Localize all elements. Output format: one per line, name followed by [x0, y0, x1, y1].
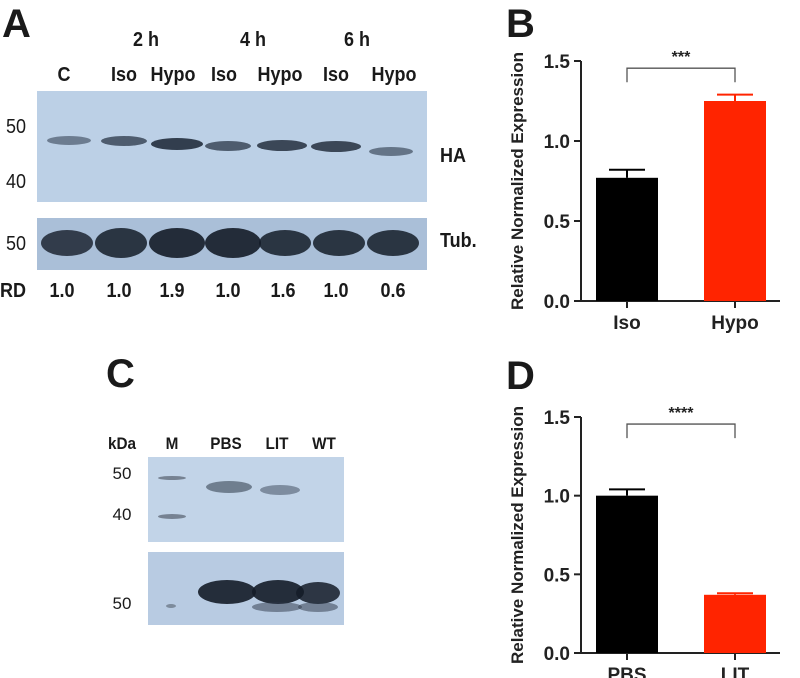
- lane-label-lit: LIT: [265, 434, 289, 453]
- rd-value-5: 1.6: [270, 280, 296, 302]
- y-axis-label: Relative Normalized Expression: [508, 406, 527, 664]
- lane-label-hypo-2h: Hypo: [150, 64, 196, 86]
- c-tub-band-wt: [296, 582, 340, 604]
- ha-band-iso-2h: [101, 136, 147, 146]
- y-axis-label: Relative Normalized Expression: [508, 52, 527, 310]
- x-tick-label: Iso: [613, 313, 640, 334]
- c-marker-40-top: 40: [112, 505, 132, 524]
- c-band-lit: [260, 485, 300, 495]
- bar-lit: [704, 594, 766, 653]
- y-tick-label: 1.0: [544, 132, 570, 153]
- c-bottom-blot: [148, 552, 344, 625]
- time-label-2h: 2 h: [132, 29, 160, 51]
- ha-label: HA: [440, 145, 467, 167]
- rd-value-6: 1.0: [323, 280, 349, 302]
- lane-label-m: M: [165, 434, 179, 453]
- y-tick-label: 1.0: [544, 487, 570, 508]
- ha-band-hypo-4h: [257, 140, 307, 151]
- c-ladder-band-50: [158, 476, 186, 480]
- y-tick-label: 0.0: [544, 644, 570, 665]
- rd-value-7: 0.6: [380, 280, 406, 302]
- c-marker-50-top: 50: [112, 464, 132, 483]
- x-tick-label: PBS: [607, 665, 646, 678]
- marker-50-top: 50: [6, 116, 27, 138]
- y-tick-label: 0.0: [544, 292, 570, 313]
- tub-band-6: [313, 230, 365, 256]
- c-tub-band-pbs: [198, 580, 256, 604]
- rd-value-1: 1.0: [49, 280, 75, 302]
- y-tick-label: 1.5: [544, 52, 571, 73]
- bar-iso: [596, 177, 658, 301]
- significance-bracket: [626, 67, 736, 83]
- lane-label-c: C: [57, 64, 71, 86]
- kda-label: kDa: [107, 434, 137, 453]
- lane-label-iso-6h: Iso: [322, 64, 350, 86]
- x-tick-label: Hypo: [711, 313, 759, 334]
- panel-b-letter: B: [506, 2, 535, 46]
- tub-band-3: [149, 228, 205, 258]
- rd-value-3: 1.9: [159, 280, 185, 302]
- c-tub-lower-band-lit: [252, 602, 302, 612]
- tub-band-1: [41, 230, 93, 256]
- marker-40-top: 40: [6, 171, 27, 193]
- lane-label-pbs: PBS: [210, 434, 242, 453]
- tub-band-2: [95, 228, 147, 258]
- c-top-blot: [148, 457, 344, 542]
- lane-label-wt: WT: [312, 434, 336, 453]
- tub-band-7: [367, 230, 419, 256]
- ha-band-c: [47, 136, 91, 145]
- y-tick-label: 0.5: [544, 565, 571, 586]
- y-tick-label: 0.5: [544, 212, 571, 233]
- panel-d-letter: D: [506, 354, 535, 398]
- ha-blot: [37, 91, 427, 202]
- tubulin-blot: [37, 218, 427, 270]
- c-tub-band-lit: [252, 580, 304, 604]
- panel-c-letter: C: [106, 352, 135, 396]
- c-ladder-band-bottom: [166, 604, 176, 608]
- significance-stars: ***: [672, 49, 691, 66]
- rd-value-4: 1.0: [215, 280, 241, 302]
- bar-hypo: [704, 101, 766, 301]
- time-label-4h: 4 h: [239, 29, 267, 51]
- rd-value-2: 1.0: [106, 280, 132, 302]
- panel-a-letter: A: [2, 2, 31, 46]
- ha-band-iso-6h: [311, 141, 361, 152]
- c-tub-lower-band-wt: [298, 602, 338, 612]
- tub-band-4: [205, 228, 261, 258]
- marker-50-bottom: 50: [6, 233, 27, 255]
- lane-label-hypo-6h: Hypo: [371, 64, 417, 86]
- bar-pbs: [596, 495, 658, 653]
- tub-band-5: [259, 230, 311, 256]
- c-marker-50-bottom: 50: [112, 594, 132, 613]
- lane-label-iso-4h: Iso: [210, 64, 238, 86]
- ha-band-hypo-2h: [151, 138, 203, 150]
- y-tick-label: 1.5: [544, 408, 571, 429]
- ha-band-iso-4h: [205, 141, 251, 151]
- time-label-6h: 6 h: [343, 29, 371, 51]
- significance-stars: ****: [669, 405, 695, 422]
- lane-label-hypo-4h: Hypo: [257, 64, 303, 86]
- c-ladder-band-40: [158, 514, 186, 519]
- lane-label-iso-2h: Iso: [110, 64, 138, 86]
- tubulin-label: Tub.: [440, 230, 477, 252]
- significance-bracket: [626, 423, 736, 439]
- x-tick-label: LIT: [721, 665, 750, 678]
- c-band-pbs: [206, 481, 252, 493]
- ha-band-hypo-6h: [369, 147, 413, 156]
- rd-label: RD: [0, 280, 27, 302]
